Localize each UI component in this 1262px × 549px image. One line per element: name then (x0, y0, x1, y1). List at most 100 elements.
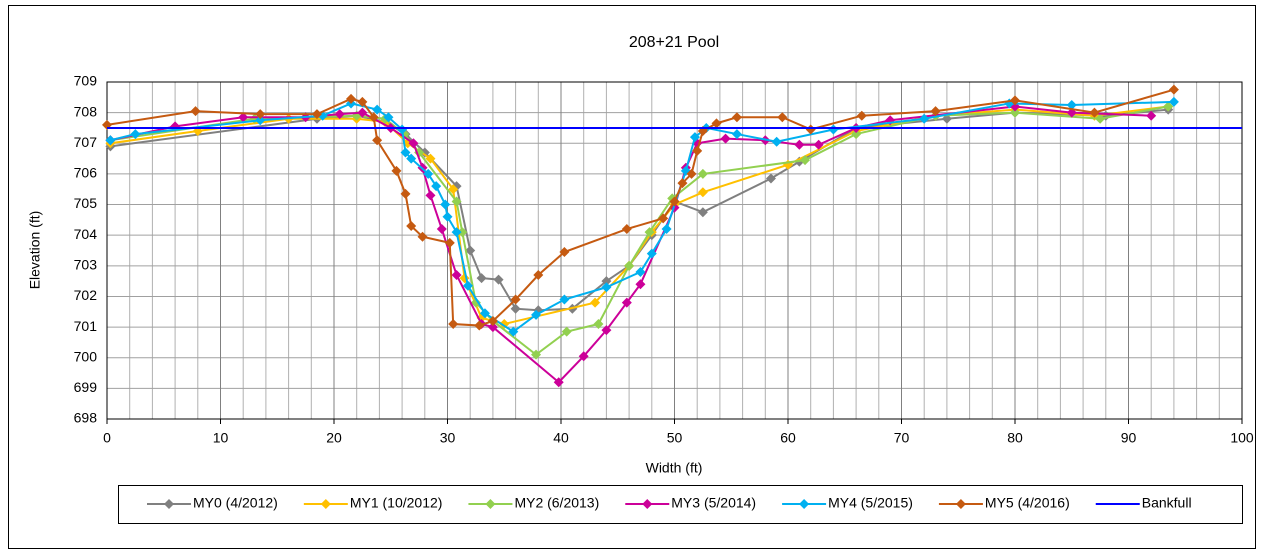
data-point (533, 270, 544, 281)
data-point (697, 168, 708, 179)
x-tick-label: 90 (1121, 430, 1137, 446)
chart-title: 208+21 Pool (629, 34, 719, 51)
y-tick-label: 708 (74, 103, 98, 119)
y-tick-label: 699 (74, 379, 98, 395)
data-point (1168, 84, 1179, 95)
data-point (372, 104, 383, 115)
data-point (1146, 110, 1157, 121)
data-point (1095, 113, 1106, 124)
legend-marker (799, 499, 810, 509)
x-tick-label: 80 (1007, 430, 1023, 446)
data-point (669, 196, 680, 207)
data-point (105, 135, 116, 146)
legend-marker (164, 499, 174, 509)
data-point (190, 106, 201, 117)
data-point (357, 96, 368, 107)
data-point (508, 326, 519, 337)
legend-label: MY4 (5/2015) (828, 495, 913, 511)
data-point (419, 147, 430, 158)
data-point (510, 303, 521, 314)
data-point (487, 322, 498, 333)
y-tick-label: 704 (74, 226, 98, 242)
data-point (451, 270, 462, 281)
data-point (431, 181, 442, 192)
data-point (510, 294, 521, 305)
data-point (383, 112, 394, 123)
data-point (590, 297, 601, 308)
y-tick-label: 709 (74, 73, 98, 89)
data-point (406, 220, 417, 231)
data-point (697, 187, 708, 198)
data-point (559, 247, 570, 258)
legend-marker (642, 499, 653, 509)
data-point (601, 276, 612, 287)
data-point (601, 282, 612, 293)
data-point (448, 184, 459, 195)
data-point (391, 165, 402, 176)
data-point (238, 112, 249, 123)
plot-border (106, 81, 1243, 420)
y-tick-label: 706 (74, 165, 98, 181)
data-point (765, 173, 776, 184)
data-point (658, 213, 669, 224)
legend-label: MY3 (5/2014) (671, 495, 756, 511)
legend-label: Bankfull (1142, 495, 1192, 511)
x-tick-label: 0 (103, 430, 111, 446)
y-tick-label: 705 (74, 195, 98, 211)
data-point (444, 237, 455, 248)
data-point (440, 199, 451, 210)
data-point (470, 297, 481, 308)
y-tick-label: 701 (74, 318, 98, 334)
data-point (255, 109, 266, 120)
data-point (621, 224, 632, 235)
data-point (1010, 95, 1020, 106)
data-point (451, 227, 462, 238)
x-axis-label: Width (ft) (646, 460, 703, 476)
data-point (311, 109, 322, 120)
legend-marker (320, 499, 331, 509)
x-tick-label: 100 (1230, 430, 1254, 446)
data-point (677, 178, 688, 189)
data-point (777, 112, 788, 123)
data-point (692, 145, 703, 156)
data-point (368, 112, 379, 123)
data-point (531, 349, 542, 360)
data-point (357, 107, 368, 118)
data-point (930, 106, 941, 117)
data-point (102, 119, 112, 130)
data-point (417, 231, 428, 242)
data-point (1066, 99, 1077, 110)
data-point (697, 207, 708, 218)
legend-label: MY2 (6/2013) (514, 495, 599, 511)
data-point (553, 377, 564, 388)
data-point (451, 196, 462, 207)
y-tick-label: 698 (74, 410, 98, 426)
data-point (561, 326, 572, 337)
data-point (425, 153, 436, 164)
x-tick-label: 40 (553, 430, 569, 446)
data-point (479, 308, 490, 319)
data-point (919, 113, 930, 124)
data-point (462, 280, 473, 291)
data-point (813, 139, 824, 150)
data-point (408, 138, 419, 149)
x-tick-label: 70 (894, 430, 910, 446)
data-point (346, 93, 357, 104)
legend-marker (955, 499, 966, 509)
data-point (621, 297, 632, 308)
data-point (334, 109, 345, 120)
data-point (1010, 107, 1020, 118)
data-point (465, 245, 476, 256)
x-tick-label: 50 (667, 430, 683, 446)
legend-label: MY5 (4/2016) (985, 495, 1070, 511)
y-tick-label: 700 (74, 348, 98, 364)
data-point (635, 266, 646, 277)
data-point (1163, 101, 1174, 112)
data-point (661, 224, 672, 235)
data-point (851, 129, 862, 140)
data-point (476, 273, 487, 284)
data-point (406, 153, 417, 164)
data-point (1089, 107, 1100, 118)
x-tick-label: 10 (213, 430, 229, 446)
